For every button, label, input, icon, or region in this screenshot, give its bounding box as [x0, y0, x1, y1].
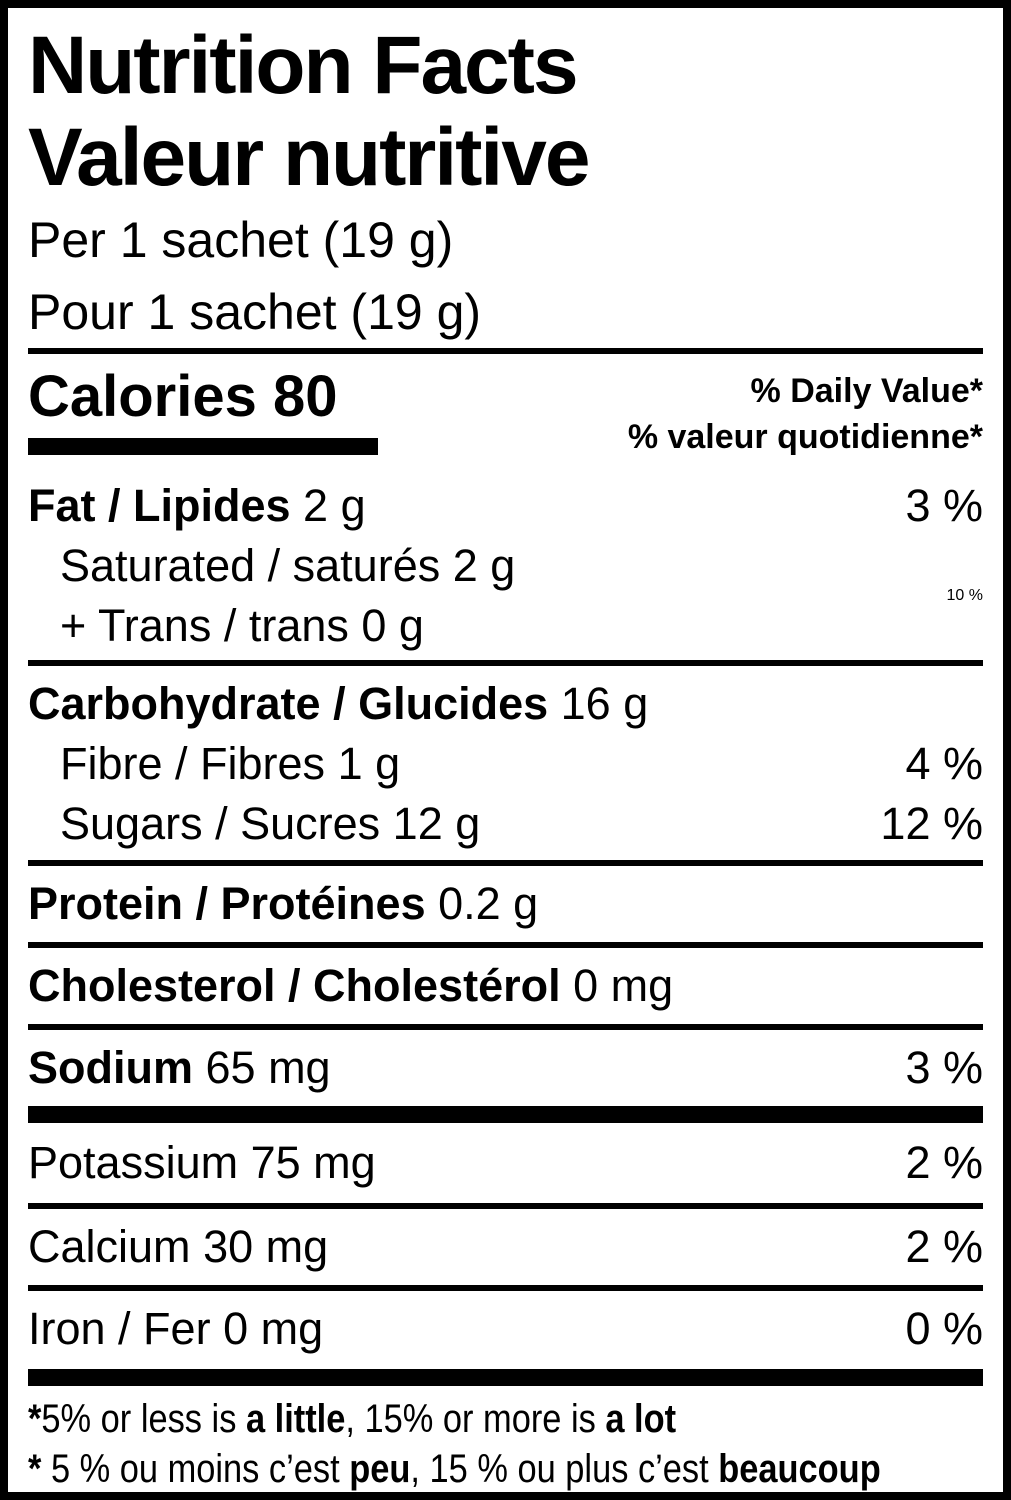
- nutrient-name: Fat / Lipides 2 g: [28, 480, 366, 531]
- saturated-trans-lines: Saturated / saturés 2 g + Trans / trans …: [28, 536, 515, 656]
- nutrient-row-sodium: Sodium 65 mg 3 %: [28, 1030, 983, 1106]
- nutrient-row-protein: Protein / Protéines 0.2 g: [28, 866, 983, 942]
- nutrient-row-fat: Fat / Lipides 2 g 3 %: [28, 470, 983, 536]
- daily-value-percent: 12 %: [880, 798, 983, 849]
- nutrient-name: Iron / Fer 0 mg: [28, 1303, 324, 1354]
- calories-value: 80: [273, 364, 338, 429]
- serving-size-french: Pour 1 sachet (19 g): [28, 284, 482, 340]
- calories-block: Calories 80: [28, 366, 378, 455]
- nutrient-name: Potassium 75 mg: [28, 1137, 376, 1188]
- daily-value-header: % Daily Value* % valeur quotidienne*: [628, 366, 983, 460]
- nutrient-name: Cholesterol / Cholestérol 0 mg: [28, 960, 674, 1011]
- calories-underline-bar: [28, 438, 378, 455]
- separator-rule: [28, 1285, 983, 1291]
- nutrient-row-saturated: Saturated / saturés 2 g: [60, 540, 516, 591]
- nutrient-name: Calcium 30 mg: [28, 1221, 329, 1272]
- separator-rule: [28, 1024, 983, 1030]
- calories-label: Calories: [28, 364, 257, 429]
- footnote-block: *5% or less is a little, 15% or more is …: [28, 1386, 983, 1492]
- nutrient-name: Carbohydrate / Glucides 16 g: [28, 678, 649, 729]
- daily-value-header-french: % valeur quotidienne*: [627, 418, 983, 456]
- separator-rule: [28, 660, 983, 666]
- asterisk: *: [28, 1447, 42, 1491]
- calories-section: Calories 80 % Daily Value* % valeur quot…: [28, 354, 983, 470]
- separator-rule: [28, 942, 983, 948]
- serving-size-english: Per 1 sachet (19 g): [28, 212, 454, 268]
- footnote-french: * 5 % ou moins c’est peu, 15 % ou plus c…: [28, 1447, 881, 1491]
- nutrient-name: Protein / Protéines 0.2 g: [28, 878, 539, 929]
- title-french: Valeur nutritive: [28, 112, 590, 203]
- nutrient-row-cholesterol: Cholesterol / Cholestérol 0 mg: [28, 948, 983, 1024]
- title-english: Nutrition Facts: [28, 20, 579, 111]
- nutrient-row-carbohydrate: Carbohydrate / Glucides 16 g: [28, 666, 983, 734]
- daily-value-percent: 4 %: [905, 738, 983, 789]
- daily-value-percent: 2 %: [905, 1137, 983, 1188]
- separator-rule: [28, 1203, 983, 1209]
- nutrient-row-potassium: Potassium 75 mg 2 %: [28, 1123, 983, 1203]
- daily-value-header-english: % Daily Value*: [750, 372, 983, 410]
- separator-rule: [28, 860, 983, 866]
- title-block: Nutrition Facts Valeur nutritive: [28, 20, 983, 204]
- daily-value-percent: 0 %: [905, 1303, 983, 1354]
- thick-separator-bar: [28, 1106, 983, 1123]
- footnote-english: *5% or less is a little, 15% or more is …: [28, 1397, 677, 1441]
- nutrient-group-saturated-trans: Saturated / saturés 2 g + Trans / trans …: [28, 536, 983, 660]
- daily-value-percent: 10 %: [946, 587, 983, 604]
- nutrient-row-sugars: Sugars / Sucres 12 g 12 %: [28, 794, 983, 860]
- nutrient-row-fibre: Fibre / Fibres 1 g 4 %: [28, 734, 983, 794]
- asterisk: *: [28, 1397, 42, 1441]
- daily-value-percent: 3 %: [905, 480, 983, 531]
- daily-value-percent: 2 %: [905, 1221, 983, 1272]
- nutrient-name: Sodium 65 mg: [28, 1042, 331, 1093]
- daily-value-percent: 3 %: [905, 1042, 983, 1093]
- nutrient-name: Fibre / Fibres 1 g: [60, 738, 401, 789]
- separator-rule: [28, 348, 983, 354]
- nutrient-row-iron: Iron / Fer 0 mg 0 %: [28, 1291, 983, 1369]
- calories-line: Calories 80: [28, 366, 378, 428]
- nutrient-name: Sugars / Sucres 12 g: [60, 798, 481, 849]
- nutrient-row-calcium: Calcium 30 mg 2 %: [28, 1209, 983, 1285]
- thick-separator-bar: [28, 1369, 983, 1386]
- nutrient-row-trans: + Trans / trans 0 g: [60, 600, 424, 651]
